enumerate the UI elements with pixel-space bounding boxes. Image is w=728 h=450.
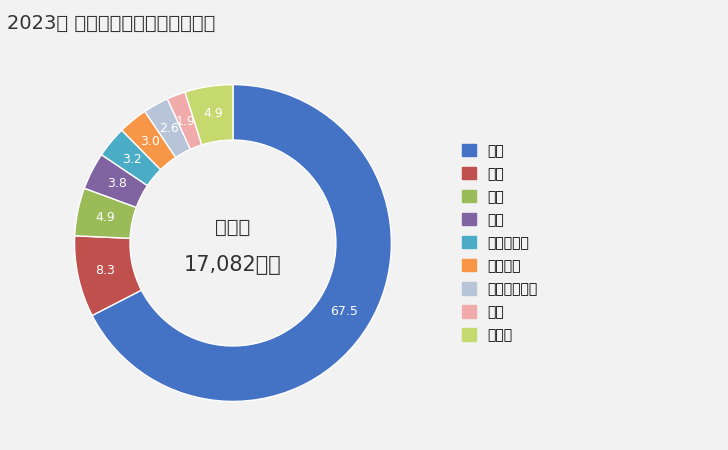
Text: 67.5: 67.5 bbox=[331, 305, 358, 318]
Text: 総　額: 総 額 bbox=[215, 218, 250, 237]
Text: 4.9: 4.9 bbox=[95, 211, 115, 224]
Text: 3.8: 3.8 bbox=[106, 177, 127, 190]
Text: 4.9: 4.9 bbox=[203, 108, 223, 120]
Text: 1.9: 1.9 bbox=[176, 115, 196, 127]
Wedge shape bbox=[84, 155, 148, 207]
Wedge shape bbox=[101, 130, 161, 185]
Text: 2.6: 2.6 bbox=[159, 122, 179, 135]
Wedge shape bbox=[75, 188, 136, 238]
Text: 17,082万円: 17,082万円 bbox=[184, 255, 282, 275]
Wedge shape bbox=[167, 92, 202, 149]
Wedge shape bbox=[122, 112, 175, 170]
Wedge shape bbox=[92, 85, 392, 401]
Legend: 中国, 台湾, 米国, 韓国, カンボジア, ベトナム, シンガポール, 香港, その他: 中国, 台湾, 米国, 韓国, カンボジア, ベトナム, シンガポール, 香港,… bbox=[458, 140, 542, 346]
Wedge shape bbox=[145, 99, 190, 158]
Wedge shape bbox=[185, 85, 233, 145]
Text: 2023年 輸出相手国のシェア（％）: 2023年 輸出相手国のシェア（％） bbox=[7, 14, 215, 32]
Wedge shape bbox=[74, 236, 141, 315]
Text: 8.3: 8.3 bbox=[95, 265, 115, 277]
Text: 3.2: 3.2 bbox=[122, 153, 142, 166]
Text: 3.0: 3.0 bbox=[141, 135, 160, 148]
